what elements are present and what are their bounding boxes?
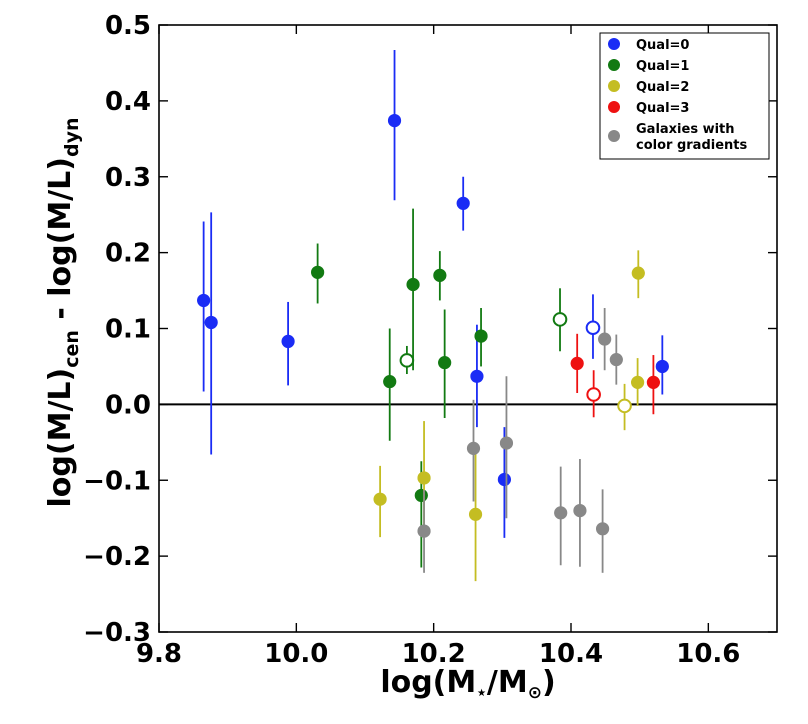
data-point <box>595 522 610 536</box>
legend-label: Qual=3 <box>636 101 689 116</box>
series-3 <box>570 333 661 418</box>
legend-entry-0: Qual=0 <box>608 38 689 53</box>
data-point <box>554 506 568 520</box>
x-tick-label: 10.4 <box>539 639 603 669</box>
legend-marker <box>608 80 620 92</box>
data-point <box>417 524 431 538</box>
legend: Qual=0 Qual=1 Qual=2 Qual=3 Galaxies withcol… <box>599 32 770 160</box>
x-tick-label: 10.0 <box>264 639 328 669</box>
data-point-open <box>399 353 415 368</box>
legend-marker <box>608 38 620 50</box>
axis-ticks: 9.8 10.0 10.2 10.4 10.6 −0.3 −0.2 −0.1 0.0 0.1 0.2… <box>83 11 777 669</box>
data-point <box>204 315 218 330</box>
legend-entry-1: Qual=1 <box>608 59 689 74</box>
data-point <box>373 492 387 506</box>
data-point <box>474 329 488 343</box>
data-point <box>387 114 402 128</box>
y-tick-label: 0.1 <box>105 315 151 345</box>
data-point-open <box>586 387 601 402</box>
data-point <box>598 332 612 346</box>
y-tick-label: 0.5 <box>105 11 151 41</box>
legend-label: Qual=2 <box>636 80 689 95</box>
series-1 <box>311 208 568 568</box>
data-point <box>281 334 295 348</box>
series-4 <box>417 308 623 573</box>
data-point <box>570 356 584 371</box>
series-0 <box>197 50 669 538</box>
data-point <box>197 293 211 308</box>
y-tick-label: 0.0 <box>105 390 151 420</box>
data-point <box>417 471 431 485</box>
x-tick-label: 10.6 <box>676 639 740 669</box>
data-point <box>406 277 420 292</box>
y-tick-label: −0.2 <box>83 542 151 572</box>
data-point <box>383 375 397 389</box>
data-point <box>414 488 428 503</box>
y-tick-label: 0.2 <box>105 239 151 269</box>
legend-label: Qual=0 <box>636 38 689 53</box>
data-point <box>499 436 514 450</box>
data-point <box>631 375 645 389</box>
data-point <box>438 356 452 370</box>
legend-marker <box>608 101 620 113</box>
legend-box <box>599 32 770 160</box>
x-tick-label: 10.2 <box>402 639 466 669</box>
data-point <box>573 504 587 518</box>
legend-label: Qual=1 <box>636 59 689 74</box>
y-tick-label: −0.1 <box>83 466 151 496</box>
x-axis-label: log(M⋆/M⊙) <box>380 665 555 703</box>
y-axis-label: log(M/L)cen - log(M/L)dyn <box>43 118 83 508</box>
legend-entry-3: Qual=3 <box>608 101 689 116</box>
legend-label: Galaxies with <box>636 122 735 137</box>
data-point <box>433 268 447 282</box>
data-point <box>655 359 669 374</box>
data-point-open <box>585 320 601 336</box>
data-point <box>311 265 325 279</box>
data-point-open <box>552 312 568 327</box>
data-point-open <box>617 398 632 414</box>
data-point <box>646 375 661 389</box>
legend-marker <box>608 130 620 142</box>
data-point <box>456 196 470 210</box>
data-point <box>631 266 645 280</box>
data-point <box>497 472 511 487</box>
legend-label: color gradients <box>636 138 747 153</box>
legend-marker <box>608 59 620 71</box>
data-point <box>468 507 483 521</box>
y-tick-label: 0.4 <box>105 87 151 117</box>
data-series-layer <box>197 50 669 582</box>
y-tick-label: 0.3 <box>105 163 151 193</box>
legend-entry-2: Qual=2 <box>608 80 689 95</box>
data-point <box>609 353 623 367</box>
x-tick-label: 9.8 <box>136 639 182 669</box>
data-point <box>470 369 484 383</box>
data-point <box>466 441 481 455</box>
y-tick-label: −0.3 <box>83 618 151 648</box>
